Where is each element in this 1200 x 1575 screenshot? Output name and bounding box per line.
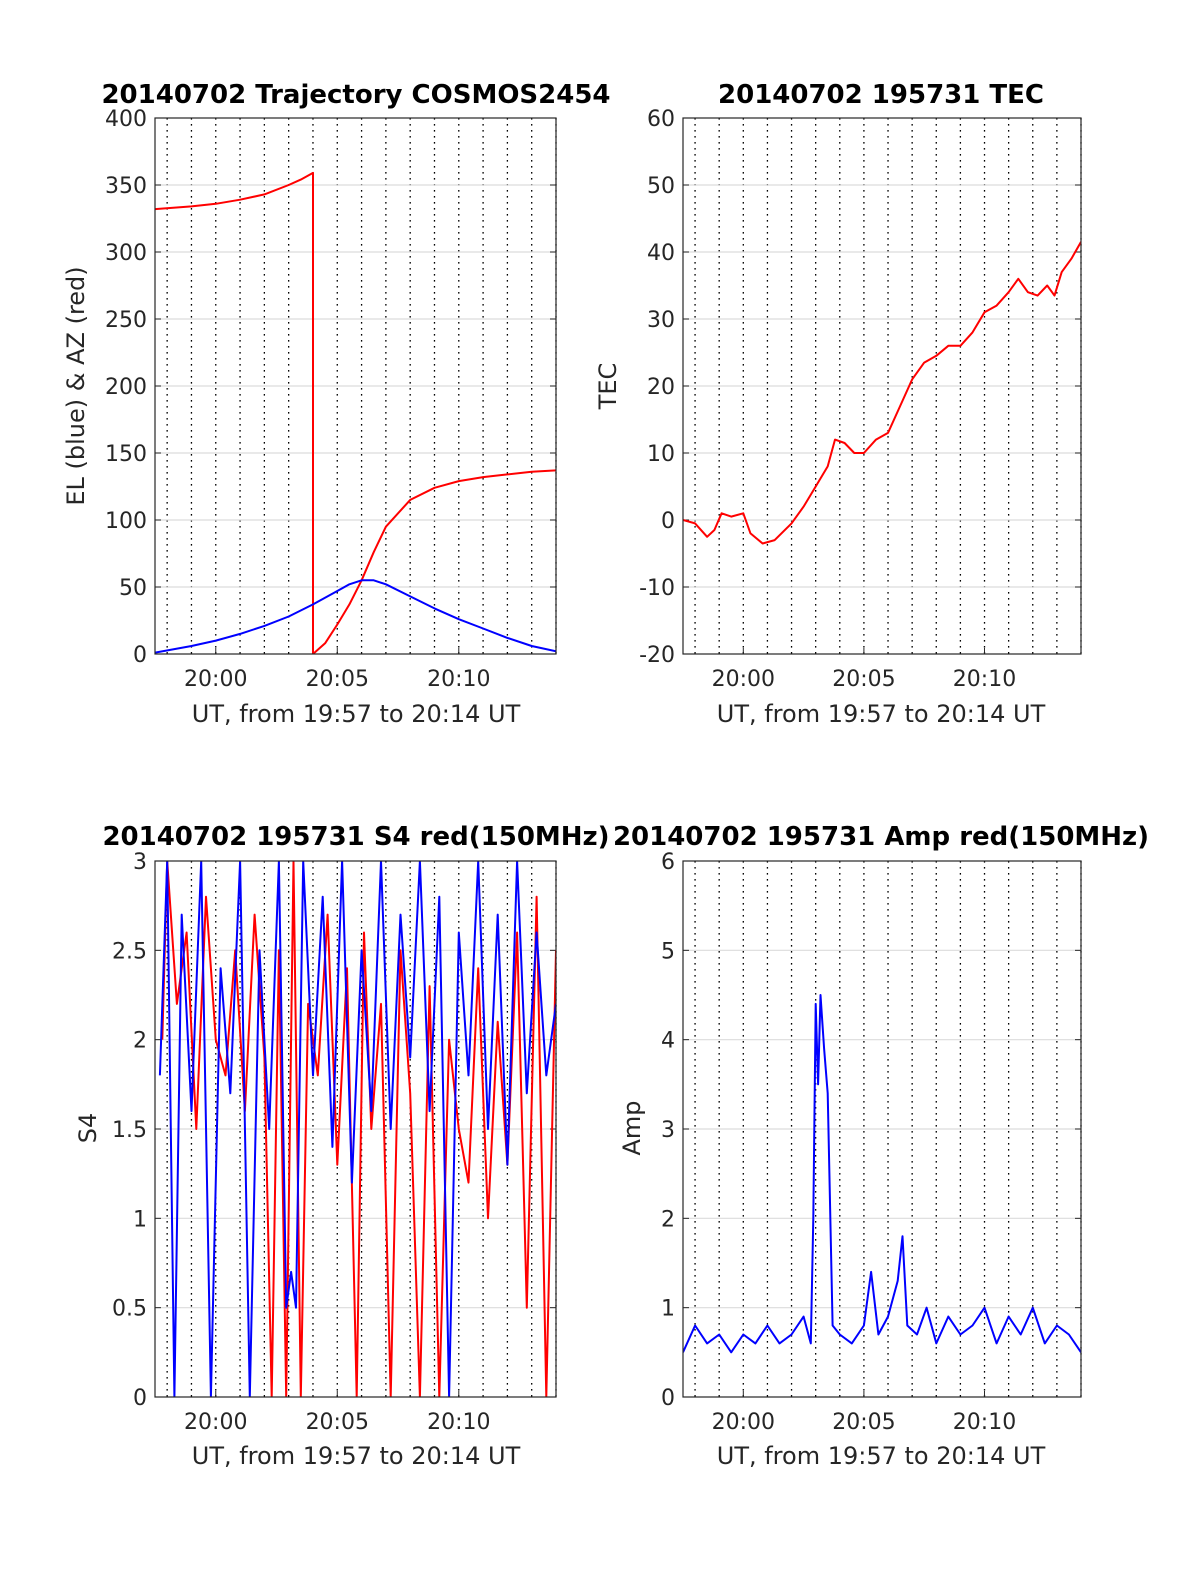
y-tick-label: 2	[661, 1207, 675, 1232]
y-tick-label: 50	[647, 174, 675, 199]
y-tick-label: 30	[647, 308, 675, 333]
x-axis-label: UT, from 19:57 to 20:14 UT	[192, 1442, 521, 1470]
x-tick-label: 20:10	[953, 667, 1016, 692]
axes-frame	[154, 117, 557, 655]
y-tick-label: 400	[105, 107, 147, 132]
y-tick-label: -20	[639, 643, 675, 668]
y-tick-label: 0.5	[112, 1297, 147, 1322]
y-tick-label: 3	[133, 850, 147, 875]
y-tick-label: 0	[133, 1386, 147, 1411]
y-axis-label: Amp	[618, 1100, 646, 1155]
axes-frame	[682, 860, 1082, 1398]
series-line	[155, 171, 556, 654]
x-tick-label: 20:05	[306, 1410, 369, 1435]
y-tick-label: 40	[647, 241, 675, 266]
chart-title: 20140702 Trajectory COSMOS2454	[101, 80, 610, 110]
y-tick-label: 3	[661, 1118, 675, 1143]
axes-frame	[154, 860, 557, 1398]
chart-tec: 20140702 195731 TEC UT, from 19:57 to 20…	[594, 80, 1082, 728]
x-tick-label: 20:00	[184, 1410, 247, 1435]
y-tick-label: 200	[105, 375, 147, 400]
y-tick-label: 300	[105, 241, 147, 266]
y-axis-label: S4	[74, 1113, 102, 1144]
axes-frame	[682, 117, 1082, 655]
y-tick-label: 100	[105, 509, 147, 534]
y-tick-label: 10	[647, 442, 675, 467]
x-axis-label: UT, from 19:57 to 20:14 UT	[192, 700, 521, 728]
series-line	[155, 579, 556, 654]
x-tick-label: 20:05	[832, 1410, 895, 1435]
x-axis-label: UT, from 19:57 to 20:14 UT	[717, 1442, 1046, 1470]
y-tick-label: 150	[105, 442, 147, 467]
y-tick-label: 2	[133, 1029, 147, 1054]
x-axis-label: UT, from 19:57 to 20:14 UT	[717, 700, 1046, 728]
x-tick-label: 20:10	[427, 667, 490, 692]
y-tick-label: 350	[105, 174, 147, 199]
y-axis-label: TEC	[594, 363, 622, 411]
y-tick-label: 1	[661, 1297, 675, 1322]
y-tick-label: -10	[639, 576, 675, 601]
chart-trajectory: 20140702 Trajectory COSMOS2454 UT, from …	[62, 80, 611, 728]
y-tick-label: 6	[661, 850, 675, 875]
y-tick-label: 2.5	[112, 939, 147, 964]
x-tick-label: 20:00	[712, 1410, 775, 1435]
y-tick-label: 1	[133, 1207, 147, 1232]
chart-s4: 20140702 195731 S4 red(150MHz) UT, from …	[74, 822, 610, 1470]
x-tick-label: 20:05	[832, 667, 895, 692]
y-tick-label: 50	[119, 576, 147, 601]
series-line	[158, 861, 556, 1397]
y-tick-label: 4	[661, 1029, 675, 1054]
y-tick-label: 20	[647, 375, 675, 400]
series-line	[683, 994, 1081, 1354]
series-line	[683, 241, 1081, 545]
y-axis-label: EL (blue) & AZ (red)	[62, 266, 90, 505]
chart-title: 20140702 195731 S4 red(150MHz)	[102, 822, 609, 852]
y-tick-label: 1.5	[112, 1118, 147, 1143]
x-tick-label: 20:00	[712, 667, 775, 692]
x-tick-label: 20:05	[306, 667, 369, 692]
x-tick-label: 20:00	[184, 667, 247, 692]
y-tick-label: 0	[661, 509, 675, 534]
y-tick-label: 60	[647, 107, 675, 132]
chart-title: 20140702 195731 TEC	[718, 80, 1044, 110]
y-tick-label: 0	[133, 643, 147, 668]
y-tick-label: 0	[661, 1386, 675, 1411]
y-tick-label: 250	[105, 308, 147, 333]
chart-title: 20140702 195731 Amp red(150MHz)	[613, 822, 1149, 852]
x-tick-label: 20:10	[953, 1410, 1016, 1435]
y-tick-label: 5	[661, 939, 675, 964]
x-tick-label: 20:10	[427, 1410, 490, 1435]
chart-amp: 20140702 195731 Amp red(150MHz) UT, from…	[613, 822, 1149, 1470]
